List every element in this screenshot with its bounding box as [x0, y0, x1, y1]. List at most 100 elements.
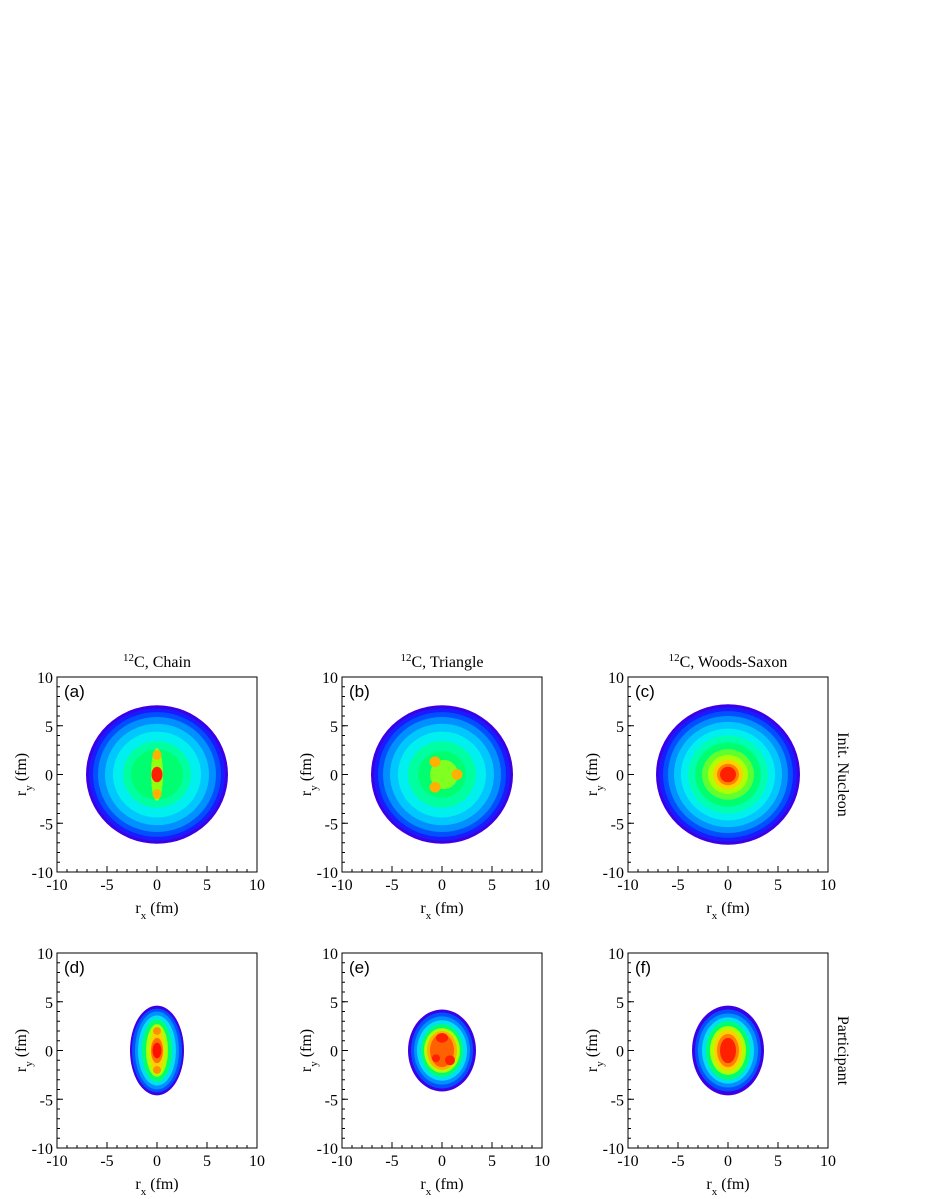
- y-tick-label: 5: [616, 719, 624, 736]
- y-tick-label: 0: [616, 1044, 624, 1061]
- y-tick-label: 5: [45, 995, 53, 1012]
- x-tick-label: 10: [820, 1153, 836, 1170]
- y-tick-label: 0: [45, 768, 53, 785]
- contour-level: [430, 759, 458, 790]
- y-axis-label-part: (fm): [13, 753, 30, 785]
- x-axis-label-part: r: [135, 1176, 141, 1193]
- x-axis-label-part: x: [141, 1186, 147, 1198]
- x-tick-label: 0: [438, 1153, 446, 1170]
- y-axis-label: ry (fm): [13, 1029, 35, 1072]
- x-tick-label: 10: [534, 877, 550, 894]
- x-axis-label-part: r: [706, 1176, 712, 1193]
- contour-level: [436, 1032, 448, 1043]
- x-tick-label: -5: [671, 1153, 684, 1170]
- y-axis-label: ry (fm): [298, 1029, 320, 1072]
- contour-level: [153, 1066, 161, 1074]
- x-axis-label-part: x: [712, 910, 718, 922]
- x-tick-label: -5: [385, 1153, 398, 1170]
- plot-area: [408, 1009, 476, 1092]
- panel-label: (c): [635, 682, 655, 701]
- plot-area: [130, 1005, 184, 1096]
- x-tick-label: -10: [46, 1153, 67, 1170]
- panel-title: 12C, Chain: [123, 652, 191, 671]
- x-axis-label-part: (fm): [146, 1176, 178, 1193]
- plot-area: [371, 705, 513, 844]
- y-axis-label-part: y: [594, 1061, 606, 1067]
- panel-label: (d): [64, 958, 85, 977]
- x-axis-label-part: x: [426, 910, 432, 922]
- panel-label: (a): [64, 682, 85, 701]
- y-axis-label: ry (fm): [584, 753, 606, 796]
- y-tick-label: -5: [325, 816, 338, 833]
- x-tick-label: 0: [438, 877, 446, 894]
- y-axis-label: ry (fm): [13, 753, 35, 796]
- contour-level: [720, 1037, 736, 1064]
- x-axis-label-part: (fm): [146, 900, 178, 917]
- y-tick-label: 10: [608, 946, 624, 963]
- x-axis-label-part: (fm): [431, 900, 463, 917]
- y-axis-label: ry (fm): [298, 753, 320, 796]
- x-tick-label: 0: [153, 877, 161, 894]
- y-tick-label: 10: [608, 670, 624, 687]
- panel-title: 12C, Triangle: [400, 652, 483, 671]
- contour-level: [152, 1042, 162, 1059]
- y-tick-label: 5: [45, 719, 53, 736]
- x-tick-label: 0: [153, 1153, 161, 1170]
- plot-area: [656, 704, 800, 845]
- x-axis-label-part: r: [706, 900, 712, 917]
- y-axis-label: ry (fm): [584, 1029, 606, 1072]
- y-axis-label-part: y: [594, 785, 606, 791]
- x-tick-label: -5: [100, 877, 113, 894]
- contour-level: [153, 1027, 161, 1035]
- y-axis-label-part: y: [23, 785, 35, 791]
- y-tick-label: 10: [322, 670, 338, 687]
- x-tick-label: -5: [671, 877, 684, 894]
- x-axis-label-part: (fm): [717, 1176, 749, 1193]
- panel-title-part: 12: [123, 652, 134, 664]
- y-tick-label: -5: [40, 1092, 53, 1109]
- y-axis-label-part: r: [584, 790, 601, 796]
- contour-level: [432, 1054, 440, 1063]
- panel-title-part: 12: [400, 652, 411, 664]
- y-axis-label-part: r: [13, 1066, 30, 1072]
- y-tick-label: 0: [330, 1044, 338, 1061]
- panel-title: 12C, Woods-Saxon: [669, 652, 788, 671]
- y-tick-label: -5: [325, 1092, 338, 1109]
- y-axis-label-part: r: [298, 790, 315, 796]
- x-axis-label-part: x: [141, 910, 147, 922]
- y-axis-label-part: (fm): [298, 1029, 315, 1061]
- x-tick-label: -5: [100, 1153, 113, 1170]
- x-axis-label-part: (fm): [431, 1176, 463, 1193]
- y-axis-label-part: y: [308, 785, 320, 791]
- panel-title-part: C, Triangle: [411, 654, 483, 671]
- panel-title-part: C, Woods-Saxon: [680, 654, 788, 671]
- y-tick-label: 10: [322, 946, 338, 963]
- x-tick-label: 5: [203, 1153, 211, 1170]
- y-tick-label: 10: [37, 946, 53, 963]
- y-tick-label: -10: [603, 865, 624, 882]
- x-axis-label-part: (fm): [717, 900, 749, 917]
- x-axis-label: rx (fm): [135, 900, 178, 922]
- x-axis-label-part: r: [135, 900, 141, 917]
- y-axis-label-part: r: [298, 1066, 315, 1072]
- y-axis-label-part: (fm): [13, 1029, 30, 1061]
- y-tick-label: -5: [611, 1092, 624, 1109]
- x-tick-label: 5: [774, 1153, 782, 1170]
- contour-level: [151, 766, 163, 783]
- x-tick-label: -10: [331, 877, 352, 894]
- contour-level: [152, 789, 162, 799]
- x-tick-label: 5: [774, 877, 782, 894]
- x-axis-label: rx (fm): [420, 900, 463, 922]
- y-axis-label-part: y: [308, 1061, 320, 1067]
- x-axis-label-part: r: [420, 1176, 426, 1193]
- contour-level: [152, 750, 162, 760]
- x-tick-label: 5: [488, 1153, 496, 1170]
- x-axis-label: rx (fm): [135, 1176, 178, 1198]
- y-axis-label-part: (fm): [584, 1029, 601, 1061]
- y-tick-label: 5: [616, 995, 624, 1012]
- x-tick-label: 10: [820, 877, 836, 894]
- x-axis-label-part: r: [420, 900, 426, 917]
- y-tick-label: 0: [330, 768, 338, 785]
- y-tick-label: 5: [330, 719, 338, 736]
